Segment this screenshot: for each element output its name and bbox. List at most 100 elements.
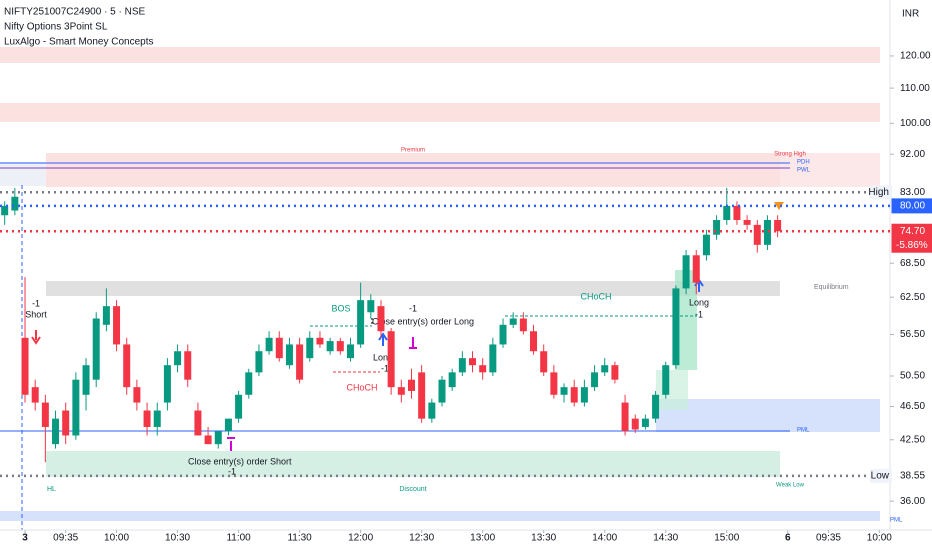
annotation: PML [890,518,903,524]
level-name-box [870,468,892,483]
candle-body [153,410,161,427]
candle-body [255,351,263,373]
annotation: Close entry(s) order Long [372,316,474,326]
y-tick-label: 36.00 [900,496,925,507]
candle-body [92,318,100,380]
candle-body [469,358,477,366]
premium-zone [780,153,890,187]
annotation: CHoCH [580,291,611,301]
annotation: -1 [409,303,417,313]
candle-body [560,387,568,395]
x-tick-label: 13:30 [531,533,556,544]
y-tick-label: 62.50 [900,292,925,303]
candle-body [662,365,670,395]
annotation: Long [373,352,393,362]
x-tick-label: 10:00 [104,533,129,544]
price-label: 83.00 [900,187,925,198]
candle-body [540,351,548,373]
candle-body [31,387,39,403]
annotation: Premium [401,148,425,154]
annotation: Weak Low [776,483,805,489]
candle-body [489,344,497,373]
demand-zone [656,399,890,432]
candle-body [763,220,771,245]
candle-body [377,306,385,332]
candle-body [265,337,273,352]
x-tick-label: 11:00 [226,533,251,544]
candle-body [713,220,721,235]
candle-body [163,365,171,403]
candle-body [184,351,192,380]
x-tick-label: 09:35 [53,533,78,544]
price-label-box [891,198,932,214]
candle-body [509,318,517,325]
candle-body [692,255,700,283]
x-tick-label: 09:35 [816,533,841,544]
candle-body [275,337,283,359]
annotation: CHoCH [346,382,377,392]
annotation: -1 [228,466,236,476]
indicator: Nifty Options 3Point SL [4,22,108,33]
candle-body [499,324,507,345]
annotation: HL [47,486,56,493]
candle-body [631,418,639,430]
y-tick-label: 56.50 [900,329,925,340]
zone [0,162,46,186]
price-label: 74.70 [900,226,925,237]
annotation: Equilibrium [814,284,849,291]
annotation: -1 [695,309,703,319]
candle-body [580,387,588,403]
annotation: PDH [797,160,810,166]
y-tick-label: 110.00 [900,83,930,94]
candle-body [652,394,660,419]
candle-body [224,418,232,432]
candle-body [204,435,212,445]
candle-body [733,205,741,221]
discount-zone [46,451,780,477]
candle-body [519,318,527,332]
y-tick-label: 50.50 [900,371,925,382]
symbol: NIFTY251007C24900 · 5 · NSE [4,7,146,18]
price-axis [880,0,932,550]
candle-body [367,300,375,313]
y-tick-label: 42.50 [900,434,925,445]
candle-body [723,205,731,221]
supply-zone [0,103,890,122]
candle-body [774,220,782,232]
candle-body [641,418,649,427]
candle-body [235,394,243,419]
candle-body [326,341,334,352]
y-tick-label: 68.50 [900,258,925,269]
annotation: -1 [381,363,389,373]
demand-zone [0,511,890,521]
premium-zone [46,153,780,187]
signal-marker [774,202,784,210]
candle-body [448,372,456,388]
x-tick-label: 14:00 [592,533,617,544]
x-tick-label: 13:00 [470,533,495,544]
indicator: LuxAlgo - Smart Money Concepts [4,37,154,48]
candle-body [601,365,609,373]
candle-body [530,331,538,352]
supply-zone [0,47,890,63]
x-tick-label: 14:30 [653,533,678,544]
annotation: -1 [32,298,40,308]
level-name: High [868,187,889,198]
candle-body [357,300,365,345]
candle-body [174,351,182,366]
candle-body [11,196,19,211]
candle-body [306,337,314,359]
x-tick-label: 12:00 [348,533,373,544]
candle-body [316,337,324,345]
x-tick-label: 12:30 [409,533,434,544]
candle-body [672,288,680,366]
candle-body [397,387,405,395]
price-label: 80.00 [900,201,925,212]
candle-body [387,331,395,388]
candle-body [743,220,751,225]
candle-body [1,205,9,216]
change-label: -5.86% [896,240,928,251]
candle-body [418,372,426,419]
annotation: Close entry(s) order Short [188,456,292,466]
